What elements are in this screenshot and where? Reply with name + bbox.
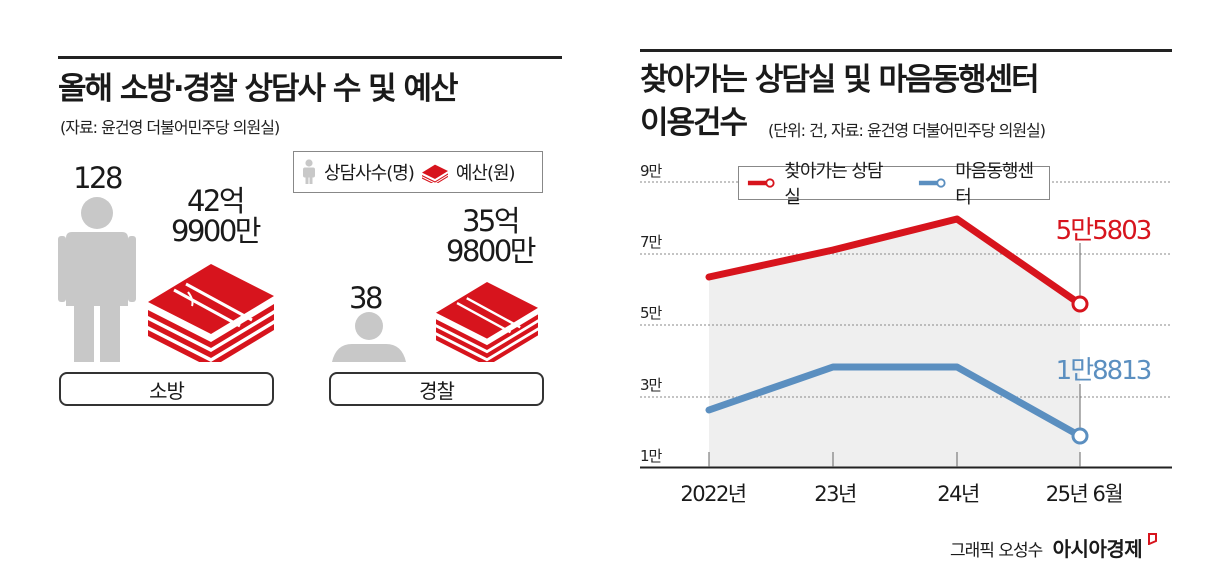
firefighter-budget-line1: 42억	[186, 184, 246, 218]
money-stack-icon-firefighter	[148, 264, 274, 362]
category-label-firefighter: 소방	[59, 372, 274, 406]
right-top-rule	[640, 49, 1172, 52]
legend-blue-label: 마음동행센터	[955, 161, 1034, 208]
legend-budget-label: 예산(원)	[455, 163, 516, 184]
firefighter-counselor-count: 128	[73, 161, 123, 195]
police-budget-line2: 9800만	[446, 234, 536, 268]
graphic-credit: 그래픽 오성수 아시아경제	[950, 533, 1157, 562]
police-counselor-count: 38	[349, 281, 383, 315]
credit-author: 그래픽 오성수	[950, 541, 1043, 561]
person-bust-icon	[332, 312, 406, 362]
money-stack-icon	[421, 164, 448, 183]
police-budget-line1: 35억	[461, 204, 521, 238]
y-tick-label: 5만	[640, 304, 662, 322]
left-legend: 상담사수(명) 예산(원)	[293, 151, 543, 193]
person-icon	[303, 159, 315, 184]
series-line-red	[705, 215, 1084, 308]
legend-blue-line-icon	[918, 178, 946, 188]
right-chart-title-line1: 찾아가는 상담실 및 마음동행센터	[640, 62, 1040, 98]
y-tick-label: 1만	[640, 447, 662, 465]
y-tick-label: 7만	[640, 233, 662, 251]
x-tick-label: 25년 6월	[1045, 482, 1124, 506]
x-tick-label: 2022년	[680, 482, 747, 506]
legend-red-label: 찾아가는 상담실	[784, 161, 883, 208]
line-chart-legend: 찾아가는 상담실 마음동행센터	[738, 161, 1050, 208]
red-end-label: 5만5803	[1055, 216, 1153, 246]
firefighter-budget-line2: 9900만	[171, 214, 261, 248]
right-chart-title-line2: 이용건수	[640, 105, 748, 141]
left-top-rule	[58, 56, 562, 59]
category-label-police: 경찰	[329, 372, 544, 406]
legend-red-line-icon	[747, 178, 775, 188]
y-tick-label: 9만	[640, 162, 662, 180]
x-tick-label: 24년	[937, 482, 980, 506]
brand-logo-text: 아시아경제	[1052, 537, 1143, 561]
y-tick-label: 3만	[640, 376, 662, 394]
money-stack-icon-police	[436, 282, 538, 362]
brand-logo-mark-icon	[1147, 533, 1157, 546]
blue-end-label: 1만8813	[1055, 356, 1153, 386]
person-icon-large	[58, 197, 136, 362]
left-chart-title: 올해 소방·경찰 상담사 수 및 예산	[58, 71, 458, 107]
legend-counselors-label: 상담사수(명)	[324, 163, 415, 184]
x-tick-label: 23년	[814, 482, 857, 506]
left-chart-source: (자료: 윤건영 더불어민주당 의원실)	[60, 118, 280, 137]
series-line-blue	[705, 363, 1084, 440]
right-chart-subtitle: (단위: 건, 자료: 윤건영 더불어민주당 의원실)	[768, 121, 1046, 140]
